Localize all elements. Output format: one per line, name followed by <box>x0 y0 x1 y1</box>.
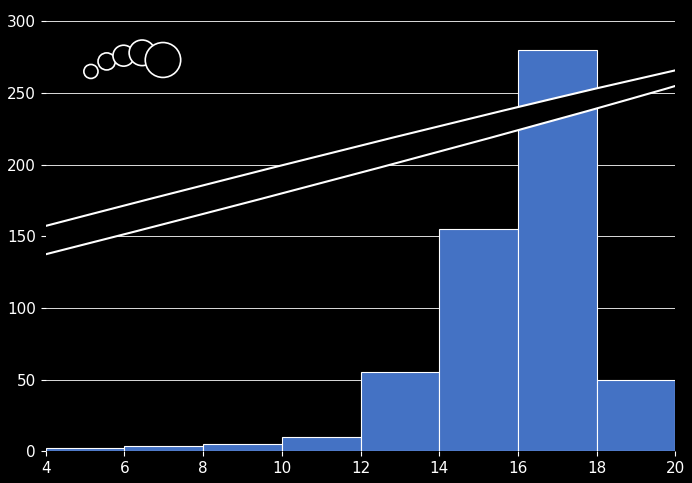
Bar <box>282 437 361 451</box>
Bar <box>125 446 203 451</box>
Bar <box>597 380 675 451</box>
Ellipse shape <box>129 40 155 66</box>
Ellipse shape <box>98 53 116 70</box>
Bar <box>518 50 597 451</box>
Bar <box>203 444 282 451</box>
Bar <box>46 449 125 451</box>
Bar <box>439 229 518 451</box>
Ellipse shape <box>84 64 98 78</box>
Bar <box>361 372 439 451</box>
Ellipse shape <box>113 45 134 66</box>
Ellipse shape <box>145 43 181 77</box>
Ellipse shape <box>0 52 692 378</box>
